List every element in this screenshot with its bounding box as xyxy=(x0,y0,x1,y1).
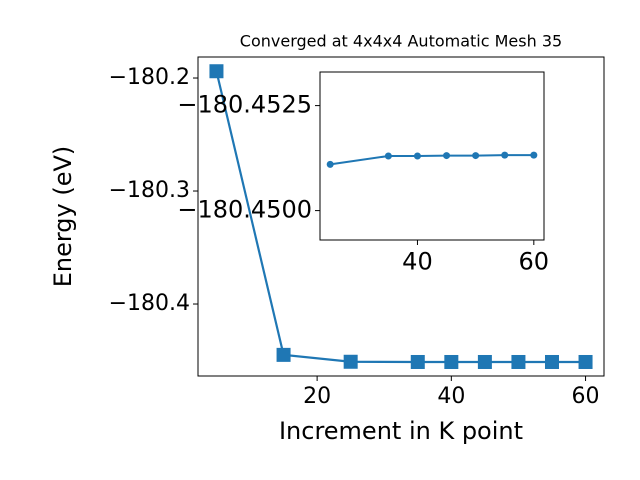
chart-title: Converged at 4x4x4 Automatic Mesh 35 xyxy=(240,32,562,51)
marker xyxy=(472,152,480,160)
marker xyxy=(511,354,526,369)
x-tick-label: 40 xyxy=(402,247,433,275)
y-tick-label: −180.2 xyxy=(109,65,190,90)
marker xyxy=(276,347,291,362)
marker xyxy=(209,64,224,79)
x-tick-label: 20 xyxy=(303,384,331,409)
y-tick-label: −180.3 xyxy=(109,178,190,203)
marker xyxy=(326,160,334,168)
marker xyxy=(444,354,459,369)
x-tick-label: 40 xyxy=(437,384,465,409)
marker xyxy=(443,152,451,160)
marker xyxy=(477,354,492,369)
y-tick-label: −180.4500 xyxy=(177,196,312,224)
y-tick-label: −180.4525 xyxy=(177,91,312,119)
y-tick-label: −180.4 xyxy=(109,291,190,316)
axes-frame xyxy=(319,71,545,241)
x-tick-label: 60 xyxy=(572,384,600,409)
x-axis-label: Increment in K point xyxy=(279,417,523,445)
marker xyxy=(384,152,392,160)
marker xyxy=(544,354,559,369)
axes-frame xyxy=(197,56,605,377)
marker xyxy=(343,354,358,369)
marker xyxy=(578,354,593,369)
marker xyxy=(530,151,538,159)
y-axis-label: Energy (eV) xyxy=(49,146,77,288)
x-tick-label: 60 xyxy=(519,247,550,275)
marker xyxy=(410,354,425,369)
marker xyxy=(501,151,509,159)
marker xyxy=(413,152,421,160)
